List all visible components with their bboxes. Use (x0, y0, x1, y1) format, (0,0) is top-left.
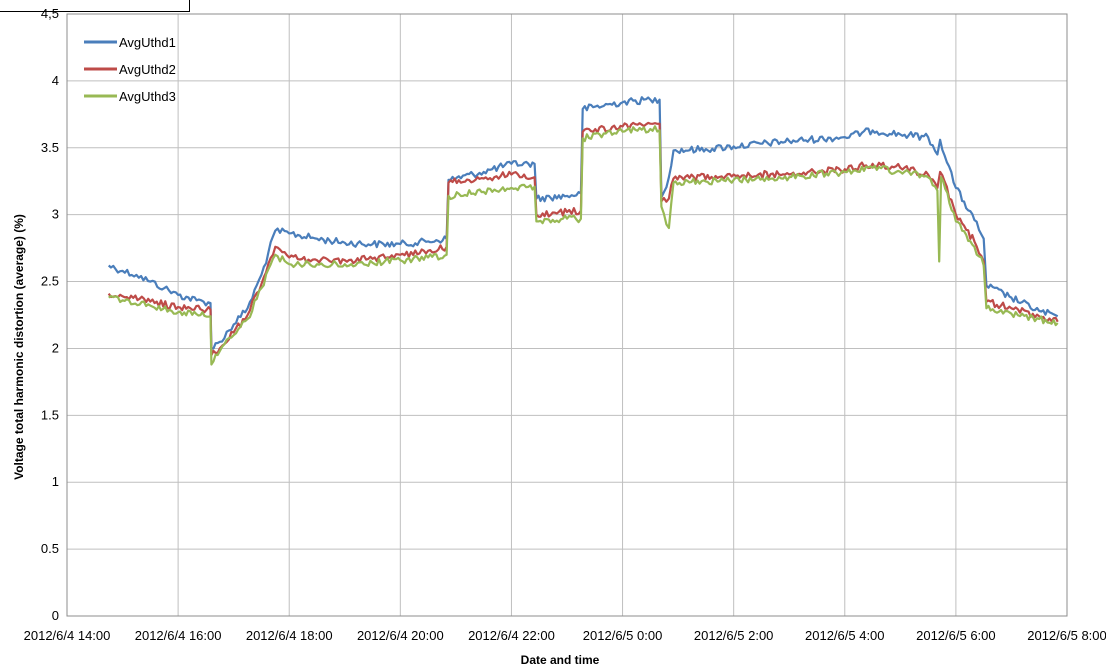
x-tick-label: 2012/6/5 4:00 (805, 628, 885, 643)
x-tick-label: 2012/6/4 18:00 (246, 628, 333, 643)
y-tick-label: 1.5 (41, 407, 59, 422)
series-line-avguthd1 (107, 96, 1059, 350)
x-tick-label: 2012/6/4 22:00 (468, 628, 555, 643)
x-tick-label: 2012/6/4 14:00 (24, 628, 111, 643)
grid-lines (66, 13, 1068, 617)
y-tick-label: 2.5 (41, 274, 59, 289)
series-lines (107, 96, 1059, 366)
plot-border (66, 13, 1068, 617)
series-line-avguthd2 (107, 121, 1059, 357)
x-tick-label: 2012/6/5 2:00 (694, 628, 774, 643)
y-axis-ticks: 0 0.5 1 1.5 2 2.5 3 3.5 4 4,5 (41, 6, 59, 623)
x-tick-label: 2012/6/5 6:00 (916, 628, 996, 643)
legend-label: AvgUthd2 (119, 62, 176, 77)
y-tick-label: 2 (52, 340, 59, 355)
y-tick-label: 4 (52, 73, 59, 88)
legend-label: AvgUthd3 (119, 89, 176, 104)
legend: AvgUthd1 AvgUthd2 AvgUthd3 (84, 35, 176, 104)
x-tick-label: 2012/6/5 0:00 (583, 628, 663, 643)
x-tick-label: 2012/6/5 8:00 (1027, 628, 1106, 643)
y-tick-label: 4,5 (41, 6, 59, 21)
x-axis-title: Date and time (521, 653, 600, 667)
y-tick-label: 0.5 (41, 541, 59, 556)
x-axis-ticks: 2012/6/4 14:00 2012/6/4 16:00 2012/6/4 18:… (24, 628, 1106, 643)
y-tick-label: 3 (52, 207, 59, 222)
plot-area (66, 13, 1068, 617)
x-tick-label: 2012/6/4 20:00 (357, 628, 444, 643)
x-tick-label: 2012/6/4 16:00 (135, 628, 222, 643)
legend-label: AvgUthd1 (119, 35, 176, 50)
y-axis-title: Voltage total harmonic distortion (avera… (12, 214, 26, 480)
y-tick-label: 3.5 (41, 140, 59, 155)
series-line-avguthd3 (108, 125, 1059, 366)
y-tick-label: 0 (52, 608, 59, 623)
chart-frame-corner (0, 0, 190, 12)
y-tick-label: 1 (52, 474, 59, 489)
